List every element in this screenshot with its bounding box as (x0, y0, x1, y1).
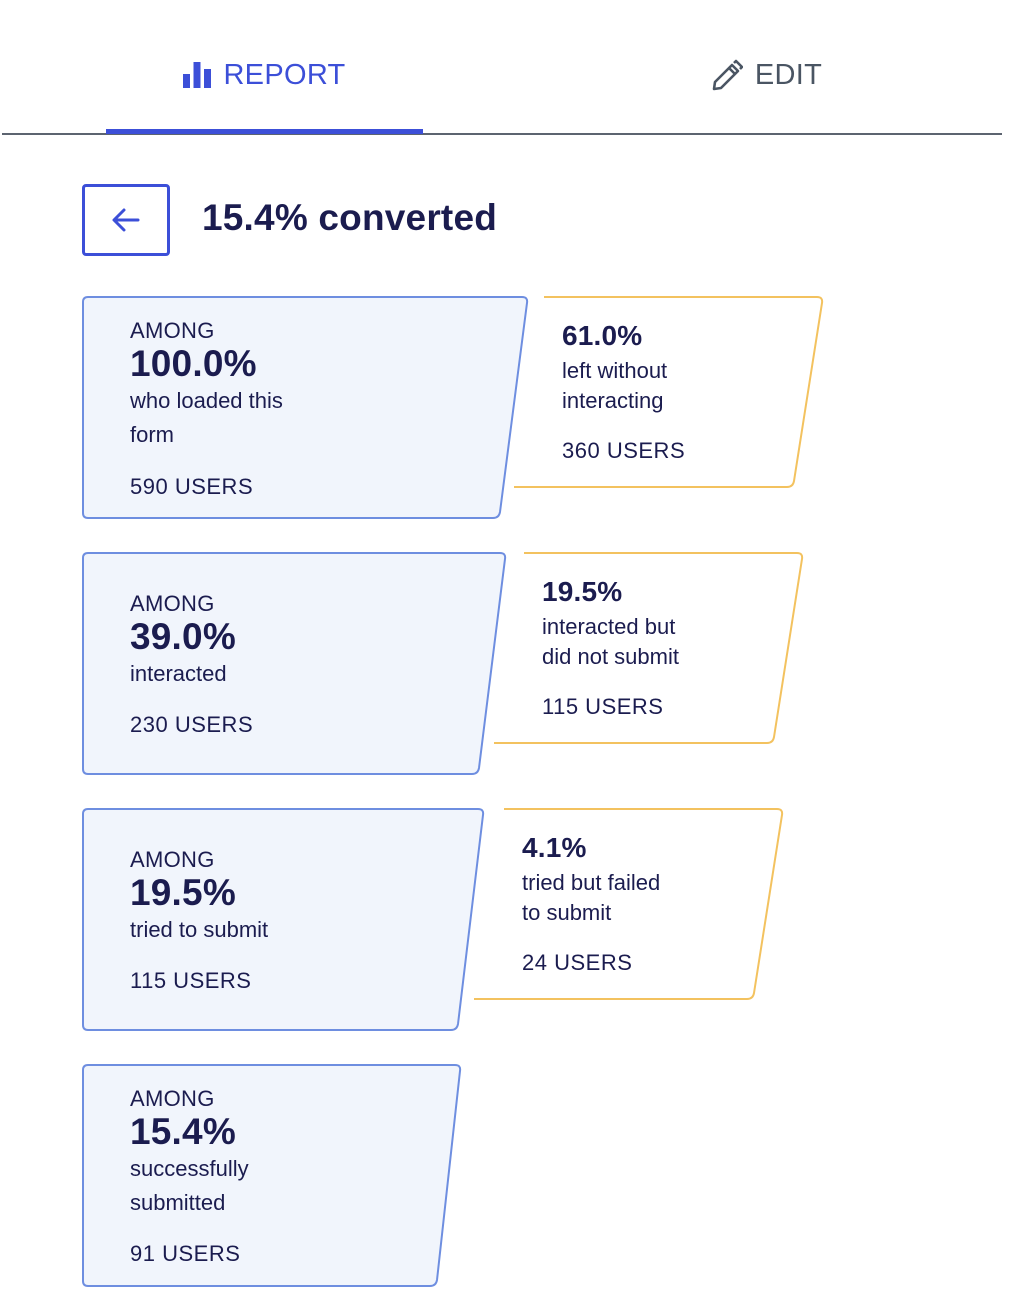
stage-user-count: 590 USERS (130, 474, 254, 499)
dropoff-user-count: 360 USERS (562, 438, 686, 463)
page-title: 15.4% converted (202, 197, 498, 238)
stage-1-content: AMONG 100.0% who loaded this form 590 US… (130, 318, 490, 504)
dropoff-percent: 19.5% (542, 576, 623, 607)
stage-4-content: AMONG 15.4% successfully submitted 91 US… (130, 1086, 430, 1272)
tab-bar: REPORT EDIT (0, 0, 1022, 136)
stage-percent: 39.0% (130, 616, 236, 657)
dropoff-2-content: 19.5% interacted but did not submit 115 … (542, 576, 772, 726)
tab-report[interactable]: REPORT (106, 40, 423, 134)
stage-description: tried to submit (130, 917, 269, 942)
stage-3-content: AMONG 19.5% tried to submit 115 USERS (130, 847, 450, 1007)
arrow-left-icon (111, 207, 141, 233)
stage-among-label: AMONG (130, 318, 215, 343)
stage-percent: 15.4% (130, 1111, 236, 1152)
tab-report-label: REPORT (223, 59, 346, 91)
pencil-icon (711, 58, 743, 92)
active-tab-indicator (106, 129, 423, 134)
stage-percent: 19.5% (130, 872, 236, 913)
stage-user-count: 115 USERS (130, 968, 252, 993)
dropoff-description: left without interacting (562, 358, 668, 413)
dropoff-percent: 61.0% (562, 320, 643, 351)
stage-2-content: AMONG 39.0% interacted 230 USERS (130, 591, 470, 751)
dropoff-description: interacted but did not submit (542, 614, 679, 669)
stage-user-count: 91 USERS (130, 1241, 241, 1266)
tabs-divider (2, 133, 1002, 135)
bar-chart-icon (183, 58, 212, 92)
stage-description: who loaded this form (130, 388, 283, 447)
back-button[interactable] (82, 184, 170, 256)
tab-edit[interactable]: EDIT (608, 40, 925, 134)
stage-among-label: AMONG (130, 847, 215, 872)
dropoff-user-count: 24 USERS (522, 950, 633, 975)
dropoff-percent: 4.1% (522, 832, 587, 863)
dropoff-user-count: 115 USERS (542, 694, 664, 719)
dropoff-description: tried but failed to submit (522, 870, 661, 925)
stage-among-label: AMONG (130, 591, 215, 616)
stage-among-label: AMONG (130, 1086, 215, 1111)
stage-description: successfully submitted (130, 1156, 249, 1215)
stage-percent: 100.0% (130, 343, 257, 384)
dropoff-1-content: 61.0% left without interacting 360 USERS (562, 320, 792, 470)
tab-edit-label: EDIT (754, 59, 823, 91)
stage-description: interacted (130, 661, 227, 686)
stage-user-count: 230 USERS (130, 712, 254, 737)
dropoff-3-content: 4.1% tried but failed to submit 24 USERS (522, 832, 752, 982)
